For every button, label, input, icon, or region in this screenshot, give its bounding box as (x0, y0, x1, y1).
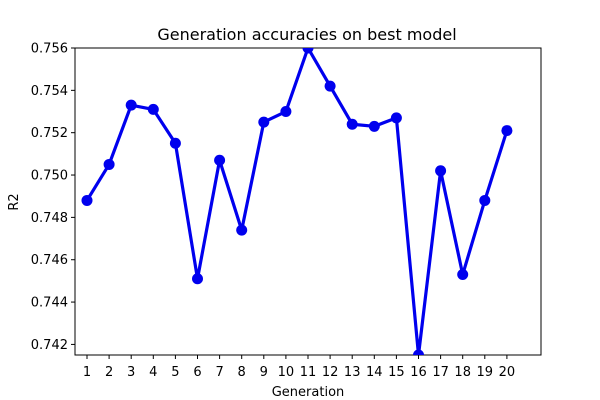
data-point (258, 116, 270, 128)
data-point (368, 120, 380, 132)
y-axis: 0.742 0.744 0.746 0.748 0.750 0.752 0.754 0.756 (31, 42, 75, 353)
x-tick-label: 7 (215, 365, 223, 380)
x-tick-label: 2 (105, 365, 113, 380)
x-axis: 1 2 3 4 5 6 7 8 9 10 11 12 13 14 15 16 17 18 19 20 (83, 355, 515, 380)
x-tick-label: 12 (322, 365, 339, 380)
data-point (302, 48, 314, 54)
x-tick-label: 5 (171, 365, 179, 380)
data-point (435, 165, 447, 177)
x-tick-label: 13 (344, 365, 361, 380)
data-point (390, 112, 402, 124)
chart-title: Generation accuracies on best model (157, 25, 456, 44)
data-point (501, 125, 513, 137)
data-point (236, 224, 248, 236)
data-point (324, 80, 336, 92)
y-tick-label: 0.744 (31, 296, 68, 311)
series-line (85, 48, 509, 355)
x-tick-label: 9 (260, 365, 268, 380)
data-point (413, 349, 424, 355)
x-tick-label: 11 (300, 365, 317, 380)
data-point (81, 194, 93, 206)
x-tick-label: 4 (149, 365, 157, 380)
data-point (169, 137, 181, 149)
data-point (214, 154, 226, 166)
y-tick-label: 0.756 (31, 42, 68, 57)
data-point (103, 158, 115, 170)
x-tick-label: 14 (366, 365, 383, 380)
series-layer (81, 48, 513, 355)
data-point (479, 194, 491, 206)
x-tick-label: 1 (83, 365, 91, 380)
data-point (147, 103, 159, 115)
y-tick-label: 0.742 (31, 338, 68, 353)
y-tick-label: 0.754 (31, 84, 68, 99)
x-tick-label: 10 (278, 365, 295, 380)
y-tick-label: 0.746 (31, 253, 68, 268)
x-tick-label: 3 (127, 365, 135, 380)
data-point (457, 269, 469, 281)
data-point (125, 99, 137, 111)
series-clip-group (81, 48, 513, 355)
y-axis-label: R2 (7, 193, 22, 210)
x-axis-label: Generation (272, 385, 345, 400)
y-tick-label: 0.748 (31, 211, 68, 226)
data-point (192, 273, 203, 285)
y-tick-label: 0.750 (31, 169, 68, 184)
data-point (346, 118, 358, 130)
x-tick-label: 18 (454, 365, 471, 380)
x-tick-label: 20 (499, 365, 516, 380)
x-tick-label: 8 (238, 365, 246, 380)
x-tick-label: 16 (410, 365, 427, 380)
x-tick-label: 15 (388, 365, 405, 380)
x-tick-label: 6 (193, 365, 201, 380)
x-tick-label: 19 (477, 365, 494, 380)
data-point (280, 106, 292, 118)
x-tick-label: 17 (432, 365, 449, 380)
y-tick-label: 0.752 (31, 126, 68, 141)
